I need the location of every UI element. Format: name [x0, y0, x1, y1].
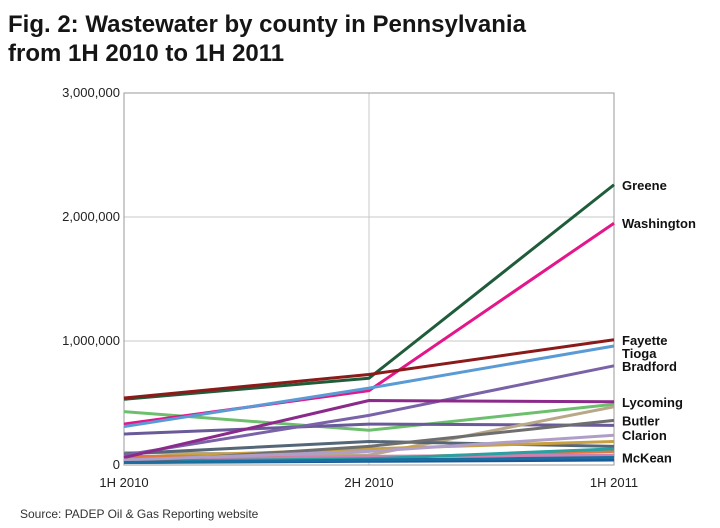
y-tick-label: 2,000,000	[62, 209, 120, 224]
series-line	[123, 402, 615, 432]
y-tick-label: 0	[113, 457, 120, 472]
series-label-greene: Greene	[622, 178, 667, 193]
series-line-mckean	[123, 456, 615, 465]
y-tick-label: 1,000,000	[62, 333, 120, 348]
chart-title-line-1: Fig. 2: Wastewater by county in Pennsylv…	[8, 11, 526, 38]
series-label-clarion: Clarion	[622, 428, 667, 443]
series-label-washington: Washington	[622, 216, 696, 231]
plot-frame	[123, 92, 615, 466]
series-label-bradford: Bradford	[622, 359, 677, 374]
x-tick-label: 1H 2010	[99, 475, 148, 490]
series-label-tioga: Tioga	[622, 346, 657, 361]
series-label-mckean: McKean	[622, 451, 672, 466]
series-line	[123, 439, 615, 460]
series-line	[123, 453, 615, 462]
series-line-fayette	[123, 338, 615, 400]
series-line-greene	[123, 183, 615, 401]
chart-title-line-2: from 1H 2010 to 1H 2011	[8, 40, 285, 67]
series-label-lycoming: Lycoming	[622, 395, 683, 410]
series-line-bradford	[123, 364, 615, 457]
series-line-tioga	[123, 344, 615, 429]
series-line-clarion	[123, 433, 615, 462]
series-label-butler: Butler	[622, 413, 660, 428]
series-label-fayette: Fayette	[622, 333, 668, 348]
series-line-lycoming	[123, 399, 615, 460]
source-note: Source: PADEP Oil & Gas Reporting websit…	[20, 507, 259, 521]
series-line	[123, 422, 615, 436]
chart-title: Fig. 2: Wastewater by county in Pennsylv…	[8, 10, 526, 68]
x-tick-label: 1H 2011	[590, 475, 638, 490]
y-tick-label: 3,000,000	[62, 85, 120, 100]
x-tick-label: 2H 2010	[344, 475, 393, 490]
